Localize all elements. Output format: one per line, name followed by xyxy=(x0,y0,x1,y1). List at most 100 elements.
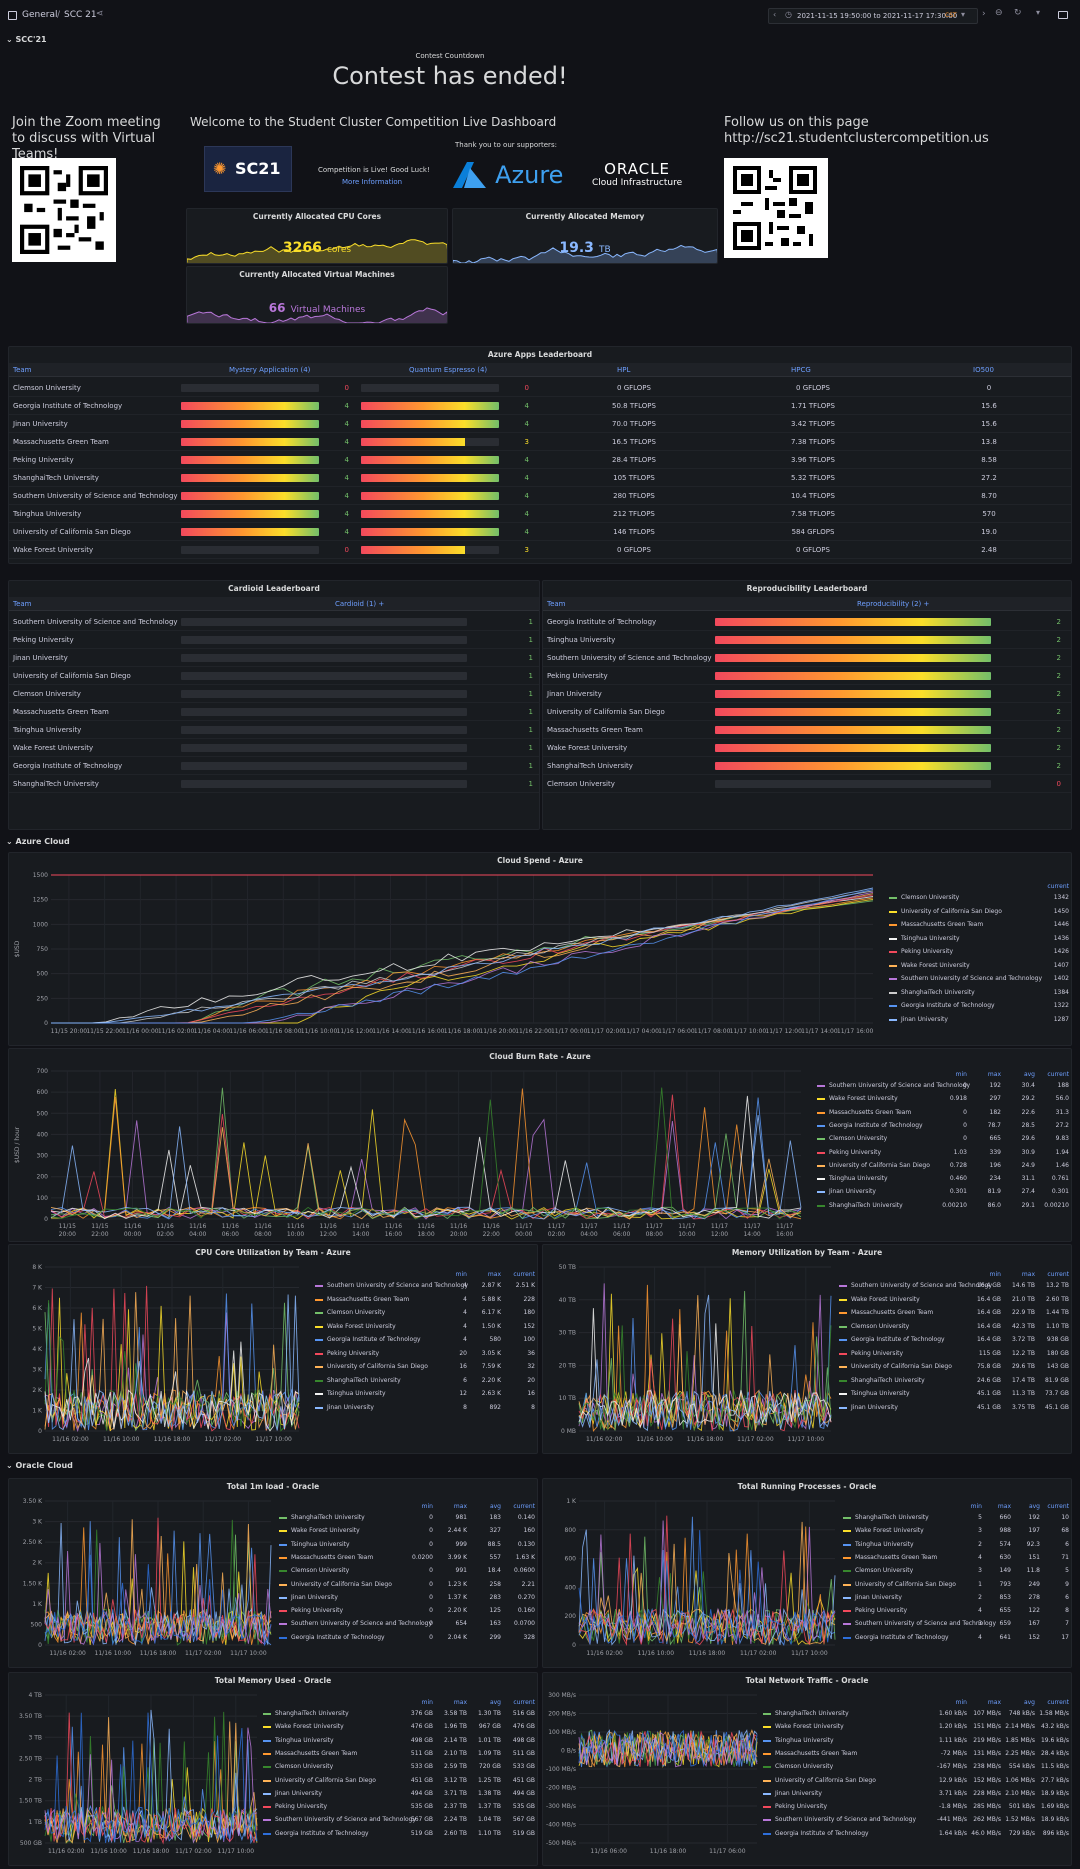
header-qe[interactable]: Quantum Espresso (4) xyxy=(409,366,488,374)
legend-item[interactable]: Clemson University 0 991 18.4 0.0600 xyxy=(279,1566,535,1577)
header-team[interactable]: Team xyxy=(13,600,32,608)
header-cardioid[interactable]: Cardioid (1) + xyxy=(335,600,385,608)
legend-header-max[interactable]: max xyxy=(453,1503,467,1510)
row-title-oracle[interactable]: ⌄ Oracle Cloud xyxy=(6,1461,73,1470)
row-chevron-icon[interactable]: ⌄ xyxy=(6,837,16,846)
header-hpl[interactable]: HPL xyxy=(617,366,631,374)
legend-header-min[interactable]: min xyxy=(421,1699,433,1706)
legend-header-min[interactable]: min xyxy=(989,1271,1001,1278)
legend-item[interactable]: Wake Forest University 3 988 197 68 xyxy=(843,1526,1069,1537)
legend-item[interactable]: ShanghaiTech University 24.6 GB 17.4 TB 81.… xyxy=(839,1376,1069,1387)
legend-item[interactable]: Georgia Institute of Technology 1322 xyxy=(889,1001,1069,1012)
legend-item[interactable]: Massachusetts Green Team 511 GB 2.10 TB 1.0… xyxy=(263,1749,535,1760)
legend-item[interactable]: Tsinghua University 0.460 234 31.1 0.761 xyxy=(817,1174,1069,1185)
legend-item[interactable]: Tsinghua University 0 999 88.5 0.130 xyxy=(279,1540,535,1551)
dashboards-grid-icon[interactable] xyxy=(8,11,17,20)
cpu-stat-panel[interactable]: Currently Allocated CPU Cores 3266 cores xyxy=(186,208,448,264)
legend-item[interactable]: ShanghaiTech University 6 2.20 K 20 xyxy=(315,1376,535,1387)
legend-header-max[interactable]: max xyxy=(1021,1271,1035,1278)
proc-chart-panel[interactable]: Total Running Processes - Oracle 0 200 400 6… xyxy=(542,1478,1072,1668)
legend-item[interactable]: Wake Forest University 4 1.50 K 152 xyxy=(315,1322,535,1333)
legend-header-current[interactable]: current xyxy=(1047,1503,1069,1510)
legend-item[interactable]: Massachusetts Green Team -72 MB/s 131 MB/s… xyxy=(763,1749,1069,1760)
time-back-icon[interactable]: ‹ xyxy=(773,10,777,19)
tmem-chart-panel[interactable]: Total Memory Used - Oracle 500 GB 1 TB 1.50… xyxy=(8,1672,538,1866)
legend-item[interactable]: Tsinghua University 12 2.63 K 16 xyxy=(315,1389,535,1400)
legend-item[interactable]: Clemson University 3 149 11.8 5 xyxy=(843,1566,1069,1577)
legend-item[interactable]: Georgia Institute of Technology 519 GB 2.6… xyxy=(263,1829,535,1840)
legend-header-min[interactable]: min xyxy=(955,1699,967,1706)
legend-item[interactable]: Clemson University 16.4 GB 42.3 TB 1.10 TB xyxy=(839,1322,1069,1333)
legend-header-current[interactable]: current xyxy=(513,1699,535,1706)
header-team[interactable]: Team xyxy=(13,366,32,374)
header-team[interactable]: Team xyxy=(547,600,566,608)
legend-header-min[interactable]: min xyxy=(955,1071,967,1078)
memory-stat-panel[interactable]: Currently Allocated Memory 19.3 TB xyxy=(452,208,718,264)
legend-item[interactable]: Jinan University 0 1.37 K 283 0.270 xyxy=(279,1593,535,1604)
legend-item[interactable]: Clemson University 1342 xyxy=(889,893,1069,904)
legend-item[interactable]: Jinan University 1287 xyxy=(889,1015,1069,1026)
row-chevron-icon[interactable]: ⌄ xyxy=(6,35,16,44)
legend-header-avg[interactable]: avg xyxy=(1023,1071,1035,1078)
legend-item[interactable]: Massachusetts Green Team 0.0200 3.99 K 557 1… xyxy=(279,1553,535,1564)
legend-item[interactable]: Massachusetts Green Team 4 5.88 K 228 xyxy=(315,1295,535,1306)
legend-item[interactable]: Massachusetts Green Team 16.4 GB 22.9 TB 1.… xyxy=(839,1308,1069,1319)
legend-item[interactable]: Massachusetts Green Team 1446 xyxy=(889,920,1069,931)
legend-header-max[interactable]: max xyxy=(997,1503,1011,1510)
legend-item[interactable]: Wake Forest University 16.4 GB 21.0 TB 2.60… xyxy=(839,1295,1069,1306)
legend-item[interactable]: Peking University -1.8 MB/s 285 MB/s 501 kB… xyxy=(763,1802,1069,1813)
legend-item[interactable]: University of California San Diego 16 7.59… xyxy=(315,1362,535,1373)
legend-item[interactable]: Georgia Institute of Technology 4 580 100 xyxy=(315,1335,535,1346)
legend-header-current[interactable]: current xyxy=(1047,883,1069,890)
legend-item[interactable]: Peking University 0 2.20 K 125 0.160 xyxy=(279,1606,535,1617)
header-hpcg[interactable]: HPCG xyxy=(791,366,811,374)
legend-header-max[interactable]: max xyxy=(987,1071,1001,1078)
legend-item[interactable]: ShanghaiTech University 5 660 192 10 xyxy=(843,1513,1069,1524)
chevron-down-icon[interactable]: ▾ xyxy=(961,10,966,19)
legend-item[interactable]: Tsinghua University 45.1 GB 11.3 TB 73.7 GB xyxy=(839,1389,1069,1400)
load-chart-panel[interactable]: Total 1m load - Oracle 0 500 1 K 1.50 K 2 K 2.… xyxy=(8,1478,538,1668)
legend-item[interactable]: Southern University of Science and Techn… xyxy=(889,974,1069,985)
legend-item[interactable]: ShanghaiTech University 0.00210 86.0 29.1 0.… xyxy=(817,1201,1069,1212)
legend-item[interactable]: Southern University of Science and Techn… xyxy=(279,1619,535,1630)
legend-item[interactable]: Tsinghua University 2 574 92.3 6 xyxy=(843,1540,1069,1551)
legend-item[interactable]: Massachusetts Green Team 4 630 151 71 xyxy=(843,1553,1069,1564)
legend-item[interactable]: Peking University 1.03 339 30.9 1.94 xyxy=(817,1148,1069,1159)
legend-item[interactable]: Southern University of Science and Techn… xyxy=(763,1815,1069,1826)
legend-item[interactable]: Peking University 1426 xyxy=(889,947,1069,958)
legend-header-avg[interactable]: avg xyxy=(489,1699,501,1706)
legend-item[interactable]: Southern University of Science and Techn… xyxy=(843,1619,1069,1630)
legend-header-current[interactable]: current xyxy=(1047,1699,1069,1706)
row-chevron-icon[interactable]: ⌄ xyxy=(6,1461,16,1470)
legend-header-avg[interactable]: avg xyxy=(1028,1503,1040,1510)
legend-item[interactable]: ShanghaiTech University 376 GB 3.58 TB 1.30… xyxy=(263,1709,535,1720)
legend-item[interactable]: Jinan University 8 892 8 xyxy=(315,1403,535,1414)
legend-header-min[interactable]: min xyxy=(421,1503,433,1510)
time-forward-icon[interactable]: › xyxy=(982,9,986,19)
legend-item[interactable]: Georgia Institute of Technology 0 2.04 K 29… xyxy=(279,1633,535,1644)
legend-header-min[interactable]: min xyxy=(970,1503,982,1510)
legend-header-min[interactable]: min xyxy=(455,1271,467,1278)
zoom-qr-code[interactable] xyxy=(12,158,116,262)
legend-item[interactable]: Jinan University 494 GB 3.71 TB 1.38 TB 494 … xyxy=(263,1789,535,1800)
legend-item[interactable]: Clemson University 533 GB 2.59 TB 720 GB 533… xyxy=(263,1762,535,1773)
legend-item[interactable]: Jinan University 45.1 GB 3.75 TB 45.1 GB xyxy=(839,1403,1069,1414)
follow-url[interactable]: http://sc21.studentclustercompetition.us xyxy=(724,131,989,146)
legend-item[interactable]: Georgia Institute of Technology 1.64 kB/s… xyxy=(763,1829,1069,1840)
legend-item[interactable]: Wake Forest University 476 GB 1.96 TB 967 G… xyxy=(263,1722,535,1733)
time-picker[interactable]: ‹ ◷ 2021-11-15 19:50:00 to 2021-11-17 17… xyxy=(768,8,978,24)
legend-item[interactable]: Tsinghua University 1436 xyxy=(889,934,1069,945)
legend-header-current[interactable]: current xyxy=(1047,1271,1069,1278)
legend-item[interactable]: Massachusetts Green Team 0 182 22.6 31.3 xyxy=(817,1108,1069,1119)
mem-chart-panel[interactable]: Memory Utilization by Team - Azure 0 MB 10… xyxy=(542,1244,1072,1454)
legend-item[interactable]: Peking University 115 GB 12.2 TB 180 GB xyxy=(839,1349,1069,1360)
legend-header-max[interactable]: max xyxy=(987,1699,1001,1706)
dashboard-title[interactable]: SCC 21 xyxy=(64,10,97,20)
legend-item[interactable]: Peking University 535 GB 2.37 TB 1.37 TB 535… xyxy=(263,1802,535,1813)
follow-qr-code[interactable] xyxy=(724,158,828,258)
spend-chart-panel[interactable]: Cloud Spend - Azure 0 250 500 750 1000 1250 150… xyxy=(8,852,1072,1046)
row-title-azure[interactable]: ⌄ Azure Cloud xyxy=(6,837,70,846)
legend-header-max[interactable]: max xyxy=(453,1699,467,1706)
more-info-link[interactable]: More Information xyxy=(342,178,403,186)
legend-item[interactable]: Southern University of Science and Techn… xyxy=(839,1281,1069,1292)
